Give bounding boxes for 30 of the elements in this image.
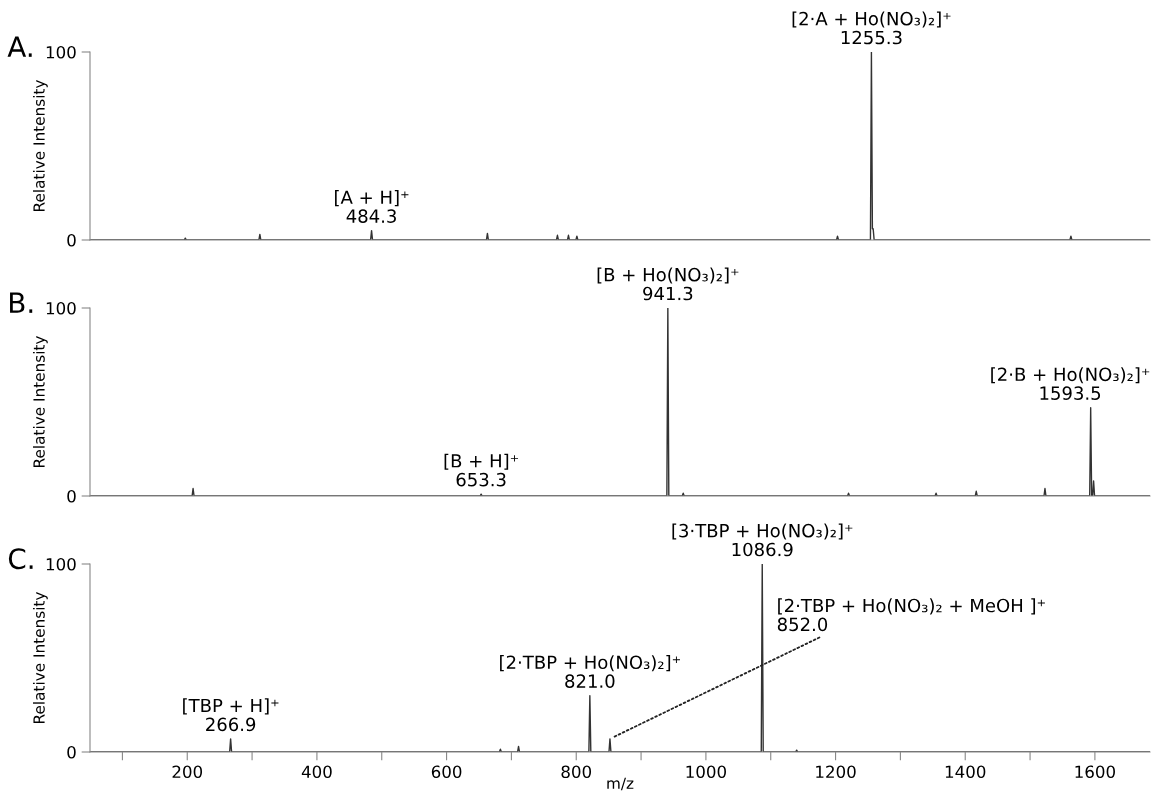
y-tick-label: 0: [67, 745, 76, 759]
x-tick-label: 800: [561, 765, 592, 779]
y-tick-label: 100: [46, 45, 76, 59]
x-tick-label: 400: [301, 765, 332, 779]
x-tick-label: 600: [431, 765, 462, 779]
y-tick-label: 0: [67, 233, 76, 247]
x-tick-label: 1600: [1075, 765, 1115, 779]
x-axis-title: m/z: [607, 777, 634, 791]
x-tick-label: 1000: [686, 765, 726, 779]
annotation: [TBP + H]⁺ 266.9: [183, 698, 279, 732]
y-axis-title: Relative Intensity: [32, 79, 48, 211]
annotation: [A + H]⁺ 484.3: [335, 190, 409, 223]
chart-title: C.: [8, 548, 33, 570]
y-tick-label: 100: [46, 557, 76, 571]
y-axis-title: Relative Intensity: [32, 335, 48, 467]
annotation: [2·B + Ho(NO₃)₂]⁺ 1593.5: [991, 367, 1150, 400]
annotation: [B + Ho(NO₃)₂]⁺ 941.3: [597, 267, 739, 301]
annotation: [B + H]⁺ 653.3: [444, 453, 519, 487]
y-tick-label: 0: [67, 489, 76, 503]
chart-title: A.: [7, 36, 32, 57]
chart-title: B.: [10, 292, 33, 313]
annotation: [3·TBP + Ho(NO₃)₂]⁺ 1086.9: [672, 523, 853, 557]
y-axis-title: Relative Intensity: [32, 591, 48, 723]
annotation: [2·A + Ho(NO₃)₂]⁺ 1255.3: [792, 11, 951, 45]
x-tick-label: 1400: [945, 765, 986, 779]
x-tick-label: 200: [172, 765, 203, 779]
y-tick-label: 100: [46, 301, 76, 315]
annotation: [2·TBP + Ho(NO₃)₂]⁺ 821.0: [500, 655, 680, 688]
x-tick-label: 1200: [816, 765, 856, 779]
annotation: [2·TBP + Ho(NO₃)₂ + MeOH ]⁺ 852.0: [777, 598, 1045, 632]
